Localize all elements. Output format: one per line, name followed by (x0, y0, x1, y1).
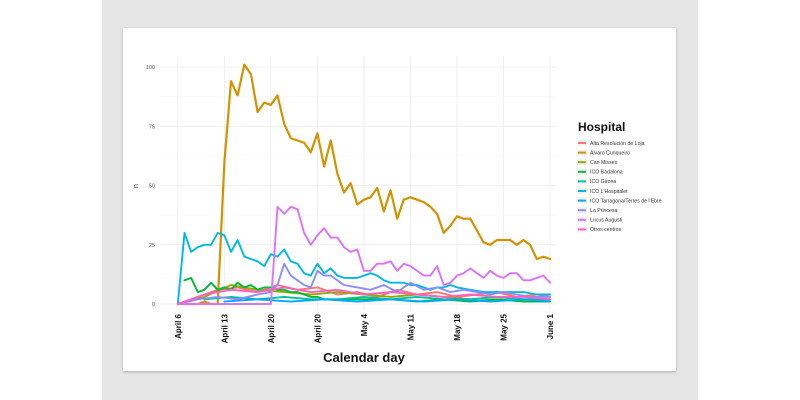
legend-item-label: ICO Badalona (590, 170, 623, 176)
x-tick-label: June 1 (546, 313, 555, 339)
legend-item-label: Álvaro Cunqueiro (590, 149, 630, 156)
legend-item-label: Can Misses (590, 160, 618, 166)
y-tick-label: 50 (149, 184, 155, 190)
y-tick-label: 0 (152, 302, 155, 308)
y-tick-label: 25 (149, 243, 155, 249)
axis-layer: 0 25 50 75 100 April 6 April 13 April 20 April 2… (146, 65, 555, 343)
series-line-9 (176, 286, 552, 305)
series-line-8 (176, 205, 552, 305)
series-line-5 (176, 231, 552, 305)
x-tick-label: April 20 (313, 313, 322, 343)
y-axis-label: n (133, 184, 140, 188)
x-axis-label: Calendar day (323, 350, 405, 365)
legend-item-label: ICO Tarragona/Terres de l'Ebre (590, 198, 662, 204)
plot-panel (160, 56, 556, 310)
series-line-1 (176, 63, 552, 306)
x-tick-label: May 4 (360, 313, 369, 336)
legend: Hospital Alta Resolución de Loja Álvaro C… (577, 120, 662, 233)
x-tick-label: April 20 (267, 313, 276, 343)
legend-item-label: ICO Girona (590, 179, 616, 185)
legend-item-label: Otros centros (590, 227, 622, 233)
legend-item-label: Alta Resolución de Loja (590, 141, 645, 147)
legend-title: Hospital (578, 120, 625, 134)
y-tick-label: 75 (149, 124, 155, 130)
series-line-6 (223, 298, 552, 303)
legend-item-label: La Princesa (590, 208, 618, 214)
x-tick-label: May 11 (406, 313, 415, 340)
x-tick-label: April 6 (174, 313, 183, 338)
legend-item-label: Lucus Augusti (590, 218, 622, 224)
grid-layer (160, 56, 556, 310)
x-tick-label: May 18 (453, 313, 462, 340)
x-tick-label: April 13 (220, 313, 229, 343)
y-tick-label: 100 (146, 65, 155, 71)
legend-item-label: ICO L'Hospitalet (590, 189, 628, 195)
series-layer (176, 63, 552, 306)
x-tick-label: May 25 (500, 313, 509, 340)
